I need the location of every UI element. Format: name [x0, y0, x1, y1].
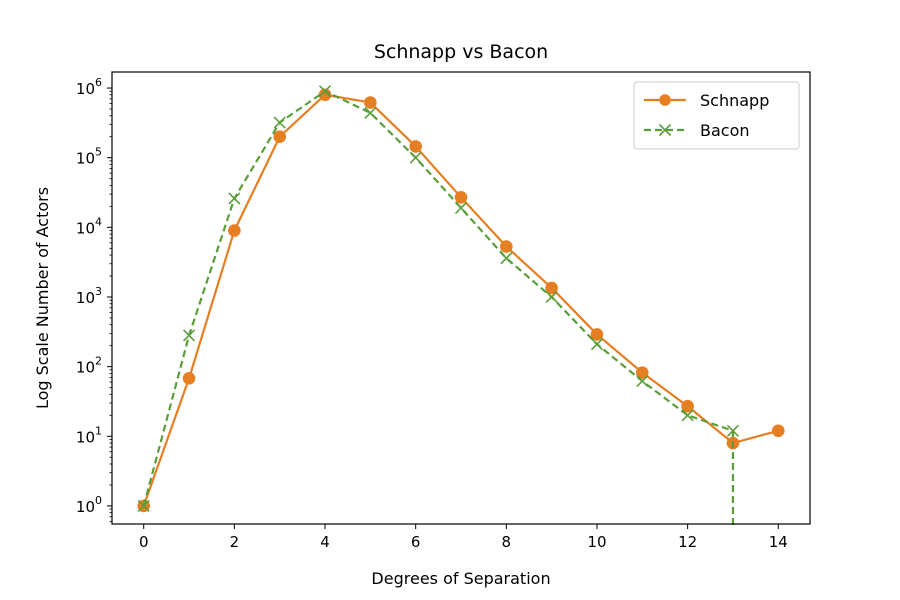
- data-point-bacon: [364, 106, 377, 119]
- data-point-bacon: [318, 85, 332, 98]
- data-point-schnapp: [228, 224, 241, 237]
- data-point-bacon: [454, 201, 468, 214]
- data-point-bacon: [726, 424, 740, 437]
- x-axis-label: Degrees of Separation: [371, 569, 550, 588]
- data-point-bacon: [228, 192, 241, 205]
- y-axis: 100 101 102 103 104 105 106: [76, 76, 112, 522]
- x-tick-label: 14: [769, 533, 788, 551]
- legend-marker-schnapp: [659, 94, 671, 106]
- y-tick-label: 104: [76, 215, 102, 237]
- y-tick-label: 101: [76, 424, 102, 446]
- y-tick-label: 103: [76, 285, 102, 307]
- x-tick-label: 12: [678, 533, 697, 551]
- data-point-bacon: [137, 499, 150, 512]
- data-point-schnapp: [681, 399, 694, 413]
- plot-content: [137, 85, 785, 526]
- y-tick-label: 102: [76, 355, 102, 377]
- y-axis-label: Log Scale Number of Actors: [33, 187, 52, 409]
- x-tick-label: 2: [230, 533, 240, 551]
- data-point-bacon: [545, 290, 558, 304]
- x-tick-label: 0: [139, 533, 149, 551]
- legend-box: [633, 81, 800, 150]
- data-point-schnapp: [454, 190, 468, 204]
- x-tick-label: 10: [587, 533, 606, 551]
- data-point-schnapp: [500, 240, 513, 253]
- x-tick-label: 8: [502, 533, 512, 551]
- x-axis: 0 2 4 6 8 10 12 14: [139, 524, 788, 551]
- data-point-schnapp: [273, 130, 287, 144]
- data-point-schnapp: [771, 424, 785, 438]
- data-point-bacon: [590, 338, 604, 351]
- data-point-schnapp: [590, 328, 604, 341]
- data-point-bacon: [182, 329, 196, 342]
- data-point-bacon: [273, 116, 286, 129]
- data-point-bacon: [409, 151, 422, 164]
- y-tick-label: 106: [76, 76, 102, 98]
- data-point-schnapp: [182, 371, 196, 385]
- data-point-schnapp: [364, 96, 377, 109]
- data-point-schnapp: [635, 366, 649, 379]
- x-tick-label: 4: [320, 533, 330, 551]
- data-point-bacon: [636, 375, 649, 388]
- y-tick-label: 105: [76, 146, 102, 168]
- data-point-bacon: [500, 252, 513, 265]
- chart-title: Schnapp vs Bacon: [374, 41, 548, 63]
- legend-label-bacon: Bacon: [700, 121, 750, 140]
- y-tick-label: 100: [76, 494, 102, 516]
- data-point-schnapp: [545, 281, 558, 295]
- legend-marker-bacon: [658, 123, 672, 137]
- data-point-schnapp: [409, 140, 422, 153]
- legend-label-schnapp: Schnapp: [700, 91, 769, 110]
- data-point-bacon: [681, 409, 694, 422]
- x-tick-label: 6: [411, 533, 421, 551]
- plot-frame: [111, 71, 811, 525]
- legend: Schnapp Bacon: [633, 81, 800, 150]
